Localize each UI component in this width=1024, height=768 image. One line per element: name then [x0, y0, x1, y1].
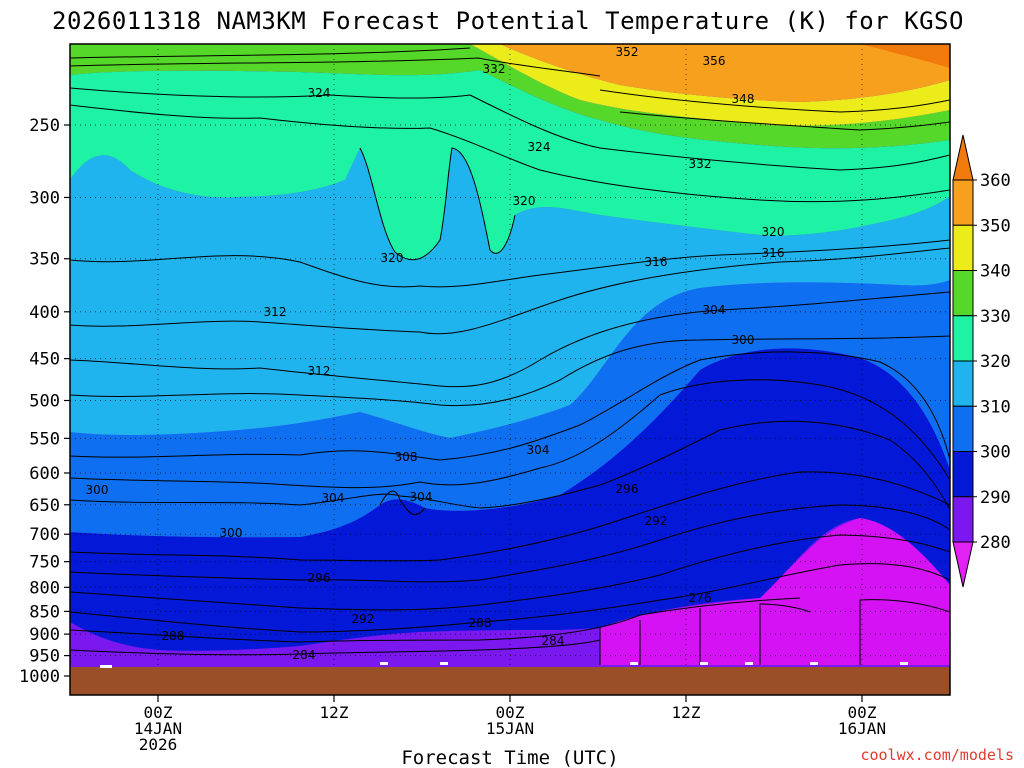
contour-label: 356	[703, 54, 726, 68]
contour-label: 332	[483, 62, 506, 76]
y-tick-label: 1000	[19, 667, 60, 687]
y-tick-label: 900	[29, 625, 60, 645]
y-tick-label: 250	[29, 116, 60, 136]
y-tick-label: 450	[29, 350, 60, 370]
colorbar-band	[952, 496, 974, 543]
contour-labels: 352 356 332 348 324 324 332 320 320 320 316 312 316 3…	[86, 45, 785, 662]
y-tick-label: 750	[29, 553, 60, 573]
contour-label: 308	[395, 450, 418, 464]
y-tick-label: 600	[29, 464, 60, 484]
plot-area: 352 356 332 348 324 324 332 320 320 320 316 312 316 3…	[70, 44, 950, 695]
colorbar-band	[952, 360, 974, 407]
colorbar-over-triangle	[952, 134, 974, 181]
contour-label: 324	[528, 140, 551, 154]
contour-label: 304	[322, 491, 345, 505]
colorbar-tick-label: 350	[980, 216, 1011, 236]
x-tick-label: 2026	[139, 735, 178, 754]
colorbar-tick-label: 340	[980, 262, 1011, 282]
contour-label: 332	[689, 157, 712, 171]
contour-label: 292	[352, 612, 375, 626]
y-tick-label: 850	[29, 602, 60, 622]
contour-label: 304	[410, 490, 433, 504]
surface-markers	[100, 662, 908, 668]
y-tick-label: 800	[29, 578, 60, 598]
contour-label: 324	[308, 86, 331, 100]
colorbar-tick-label: 290	[980, 488, 1011, 508]
colorbar-tick-label: 280	[980, 533, 1011, 553]
contour-label: 312	[308, 364, 331, 378]
contour-label: 316	[762, 246, 785, 260]
y-tick-label: 350	[29, 250, 60, 270]
contour-label: 296	[616, 482, 639, 496]
colorbar-tick-label: 300	[980, 443, 1011, 463]
colorbar-band	[952, 179, 974, 226]
ground-surface	[70, 667, 950, 695]
x-tick-label: 16JAN	[838, 719, 886, 738]
band-330-340	[70, 44, 950, 149]
contour-label: 320	[381, 251, 404, 265]
colorbar-band	[952, 451, 974, 498]
y-tick-label: 400	[29, 303, 60, 323]
contour-label: 320	[762, 225, 785, 239]
y-tick-label: 700	[29, 525, 60, 545]
x-tick-label: 15JAN	[486, 719, 534, 738]
colorbar-band	[952, 315, 974, 362]
contour-label: 304	[703, 303, 726, 317]
contour-label: 288	[469, 616, 492, 630]
colorbar-band	[952, 224, 974, 271]
x-tick-label: 00Z	[848, 703, 877, 722]
contour-label: 284	[542, 634, 565, 648]
colorbar-under-triangle	[952, 541, 974, 588]
band-over-360	[860, 44, 950, 68]
grid-lines	[70, 44, 950, 667]
colorbar-tick-label: 320	[980, 352, 1011, 372]
y-tick-label: 950	[29, 647, 60, 667]
contour-label: 348	[732, 92, 755, 106]
x-tick-label: 00Z	[496, 703, 525, 722]
x-tick-label: 12Z	[672, 703, 701, 722]
x-tick-label: 00Z	[144, 703, 173, 722]
contour-label: 300	[732, 333, 755, 347]
contour-label: 300	[220, 526, 243, 540]
colorbar-tick-label: 330	[980, 307, 1011, 327]
band-310-320	[70, 148, 950, 438]
colorbar-tick-label: 310	[980, 397, 1011, 417]
y-tick-label: 300	[29, 188, 60, 208]
band-290-300	[70, 348, 950, 651]
contour-lines	[70, 47, 950, 665]
contour-label: 352	[616, 45, 639, 59]
colorbar-tick-label: 360	[980, 171, 1011, 191]
credit-text: coolwx.com/models	[860, 746, 1014, 764]
band-340-350	[470, 44, 950, 126]
contour-label: 296	[308, 571, 331, 585]
y-tick-label: 650	[29, 496, 60, 516]
colorbar-band	[952, 405, 974, 452]
contour-label: 316	[645, 255, 668, 269]
contour-label: 276	[689, 591, 712, 605]
contour-label: 300	[86, 483, 109, 497]
colorbar: 360 350 340 330 320 310 300 290 280	[952, 134, 1011, 588]
contour-label: 288	[162, 629, 185, 643]
band-350-360	[500, 44, 950, 102]
x-tick-label: 14JAN	[134, 719, 182, 738]
contour-label: 284	[293, 648, 316, 662]
y-axis: 250 300 350 400 450 500 550 600 650 700 750 800 850 9…	[19, 116, 70, 687]
y-tick-label: 500	[29, 392, 60, 412]
contour-label: 304	[527, 443, 550, 457]
chart-title: 2026011318 NAM3KM Forecast Potential Tem…	[52, 7, 964, 35]
contour-label: 312	[264, 305, 287, 319]
contour-label: 292	[645, 514, 668, 528]
contour-label: 320	[513, 194, 536, 208]
x-tick-label: 12Z	[320, 703, 349, 722]
y-tick-label: 550	[29, 429, 60, 449]
x-axis-title: Forecast Time (UTC)	[401, 747, 618, 768]
colorbar-band	[952, 270, 974, 317]
